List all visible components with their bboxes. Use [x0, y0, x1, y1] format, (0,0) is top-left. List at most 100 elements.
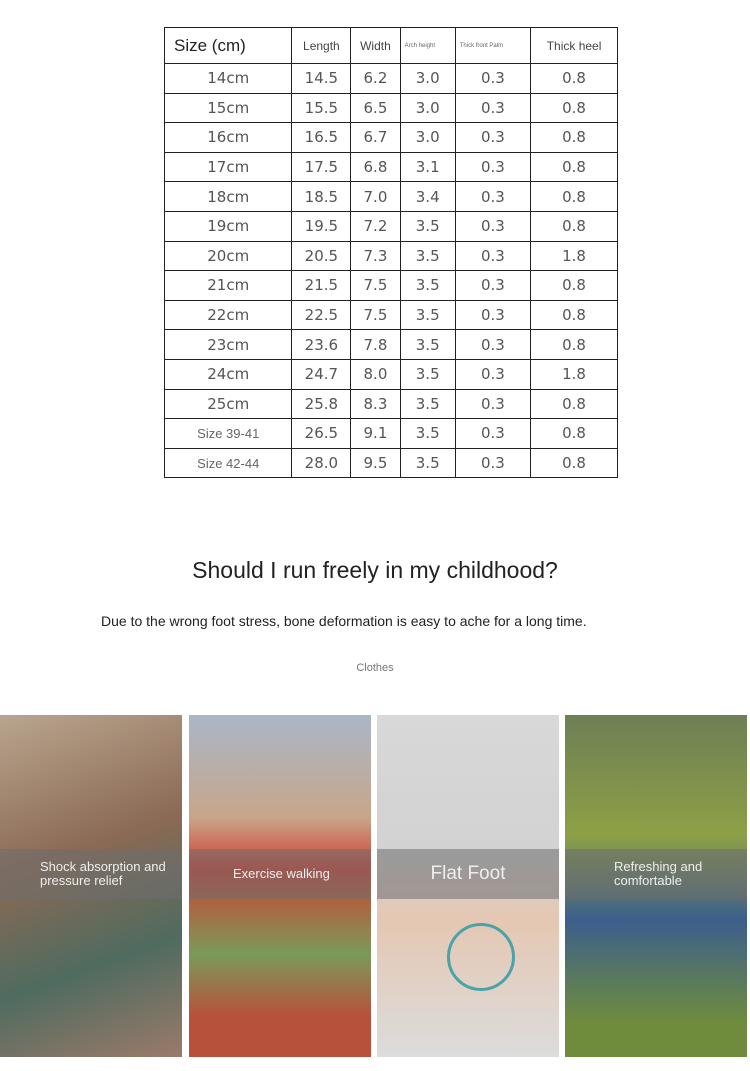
- table-cell: 17.5: [291, 151, 352, 183]
- table-row: 20cm 20.5 7.3 3.5 0.3 1.8: [163, 240, 618, 272]
- table-cell: 23cm: [163, 329, 293, 360]
- table-cell: 6.8: [350, 151, 401, 183]
- table-cell: 18.5: [291, 181, 352, 212]
- table-row: 17cm 17.5 6.8 3.1 0.3 0.8: [163, 151, 618, 183]
- table-cell: 3.5: [399, 329, 456, 360]
- table-cell: 6.5: [350, 92, 401, 124]
- photo-panel-refreshing: Refreshing and comfortable: [565, 715, 747, 1057]
- table-cell: Size 42-44: [163, 447, 293, 479]
- table-cell: 7.5: [350, 299, 401, 331]
- table-cell: 1.8: [530, 358, 618, 390]
- table-cell: 24.7: [291, 358, 352, 390]
- table-row: 19cm 19.5 7.2 3.5 0.3 0.8: [163, 210, 618, 242]
- table-cell: 0.3: [454, 63, 532, 94]
- table-cell: 3.5: [399, 418, 456, 449]
- table-cell: 3.5: [399, 240, 456, 272]
- table-cell: 3.5: [399, 388, 456, 420]
- table-cell: 22cm: [163, 299, 293, 331]
- panel-label: Shock absorption and pressure relief: [0, 849, 182, 899]
- table-cell: 0.3: [454, 270, 532, 301]
- table-cell: 18cm: [163, 181, 293, 212]
- header-thick-front-palm: Thick front Palm: [454, 27, 532, 64]
- table-row: 23cm 23.6 7.8 3.5 0.3 0.8: [163, 329, 618, 360]
- table-cell: 3.5: [399, 358, 456, 390]
- table-cell: 14cm: [163, 63, 293, 94]
- table-cell: 3.5: [399, 299, 456, 331]
- table-cell: 1.8: [530, 240, 618, 272]
- table-cell: 14.5: [291, 63, 352, 94]
- table-row: Size 42-44 28.0 9.5 3.5 0.3 0.8: [163, 447, 618, 479]
- table-cell: 7.3: [350, 240, 401, 272]
- header-arch-height: Arch height: [399, 27, 456, 64]
- table-cell: 3.0: [399, 122, 456, 153]
- table-cell: 15cm: [163, 92, 293, 124]
- table-row: 18cm 18.5 7.0 3.4 0.3 0.8: [163, 181, 618, 212]
- table-cell: 0.3: [454, 299, 532, 331]
- table-row: 22cm 22.5 7.5 3.5 0.3 0.8: [163, 299, 618, 331]
- table-row: 16cm 16.5 6.7 3.0 0.3 0.8: [163, 122, 618, 153]
- table-cell: 0.8: [530, 418, 618, 449]
- table-cell: 0.8: [530, 122, 618, 153]
- table-cell: 16cm: [163, 122, 293, 153]
- panel-label: Refreshing and comfortable: [565, 849, 747, 899]
- table-cell: 9.1: [350, 418, 401, 449]
- table-cell: 20.5: [291, 240, 352, 272]
- table-cell: 19cm: [163, 210, 293, 242]
- table-cell: 3.4: [399, 181, 456, 212]
- table-cell: 24cm: [163, 358, 293, 390]
- table-cell: 0.8: [530, 92, 618, 124]
- table-cell: 21.5: [291, 270, 352, 301]
- table-cell: 3.5: [399, 270, 456, 301]
- table-cell: 0.8: [530, 447, 618, 479]
- table-cell: 0.8: [530, 181, 618, 212]
- table-cell: 7.5: [350, 270, 401, 301]
- section-subheading: Due to the wrong foot stress, bone defor…: [101, 613, 587, 629]
- table-cell: 0.8: [530, 299, 618, 331]
- table-cell: 3.5: [399, 447, 456, 479]
- table-row: Size 39-41 26.5 9.1 3.5 0.3 0.8: [163, 418, 618, 449]
- table-cell: 3.5: [399, 210, 456, 242]
- table-cell: 0.3: [454, 447, 532, 479]
- table-cell: 0.3: [454, 358, 532, 390]
- table-cell: 25cm: [163, 388, 293, 420]
- table-header: Size (cm) Length Width Arch height Thick…: [163, 27, 618, 64]
- table-cell: 0.3: [454, 181, 532, 212]
- table-cell: 0.8: [530, 63, 618, 94]
- table-cell: 21cm: [163, 270, 293, 301]
- table-cell: Size 39-41: [163, 418, 293, 449]
- table-cell: 7.8: [350, 329, 401, 360]
- table-row: 24cm 24.7 8.0 3.5 0.3 1.8: [163, 358, 618, 390]
- table-cell: 7.0: [350, 181, 401, 212]
- table-cell: 23.6: [291, 329, 352, 360]
- photo-panel-exercise-walking: Exercise walking: [189, 715, 371, 1057]
- table-row: 14cm 14.5 6.2 3.0 0.3 0.8: [163, 63, 618, 94]
- table-cell: 0.8: [530, 210, 618, 242]
- header-size: Size (cm): [163, 27, 293, 64]
- table-cell: 3.0: [399, 63, 456, 94]
- table-cell: 8.3: [350, 388, 401, 420]
- table-cell: 3.1: [399, 151, 456, 183]
- arch-circle-icon: [447, 923, 515, 991]
- table-cell: 7.2: [350, 210, 401, 242]
- table-cell: 9.5: [350, 447, 401, 479]
- table-cell: 8.0: [350, 358, 401, 390]
- header-length: Length: [291, 27, 352, 64]
- table-cell: 0.3: [454, 210, 532, 242]
- header-thick-heel: Thick heel: [530, 27, 618, 64]
- table-cell: 0.3: [454, 329, 532, 360]
- table-cell: 6.7: [350, 122, 401, 153]
- table-cell: 15.5: [291, 92, 352, 124]
- table-cell: 0.3: [454, 151, 532, 183]
- table-cell: 19.5: [291, 210, 352, 242]
- table-cell: 0.3: [454, 122, 532, 153]
- table-cell: 17cm: [163, 151, 293, 183]
- table-cell: 6.2: [350, 63, 401, 94]
- section-tag: Clothes: [356, 662, 394, 674]
- table-cell: 0.3: [454, 240, 532, 272]
- table-cell: 3.0: [399, 92, 456, 124]
- photo-panel-shock-absorption: Shock absorption and pressure relief: [0, 715, 182, 1057]
- table-cell: 0.3: [454, 92, 532, 124]
- table-cell: 0.8: [530, 270, 618, 301]
- table-cell: 26.5: [291, 418, 352, 449]
- table-cell: 25.8: [291, 388, 352, 420]
